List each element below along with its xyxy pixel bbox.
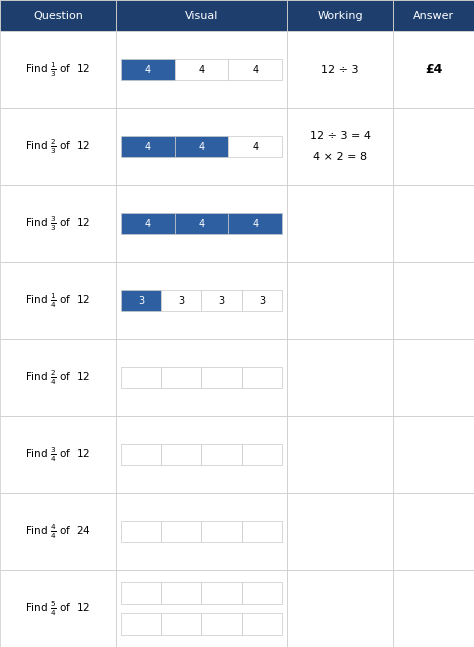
Text: 4: 4 (145, 219, 151, 228)
Text: 12 ÷ 3: 12 ÷ 3 (321, 65, 359, 74)
Bar (174, 136, 228, 157)
Bar (0, 108, 116, 185)
Text: Find $\frac{4}{4}$ of  24: Find $\frac{4}{4}$ of 24 (25, 522, 91, 541)
Text: 4: 4 (199, 65, 204, 74)
Bar (161, 521, 201, 542)
Text: 4: 4 (252, 142, 258, 151)
Text: £4: £4 (425, 63, 442, 76)
Bar (287, 0, 393, 31)
Bar (121, 213, 174, 234)
Bar (287, 339, 393, 416)
Text: Find $\frac{1}{4}$ of  12: Find $\frac{1}{4}$ of 12 (26, 291, 91, 310)
Bar (287, 262, 393, 339)
Bar (174, 213, 228, 234)
Bar (393, 493, 474, 570)
Text: Visual: Visual (185, 10, 218, 21)
Text: Find $\frac{2}{3}$ of  12: Find $\frac{2}{3}$ of 12 (26, 137, 91, 156)
Text: 4: 4 (199, 142, 204, 151)
Bar (116, 570, 287, 647)
Bar (161, 582, 201, 604)
Bar (242, 444, 282, 465)
Bar (201, 613, 242, 635)
Text: Find $\frac{2}{4}$ of  12: Find $\frac{2}{4}$ of 12 (26, 368, 91, 387)
Text: 4: 4 (199, 219, 204, 228)
Text: Working: Working (317, 10, 363, 21)
Text: 4: 4 (252, 219, 258, 228)
Bar (201, 367, 242, 388)
Bar (161, 290, 201, 311)
Bar (121, 582, 161, 604)
Bar (287, 31, 393, 108)
Bar (0, 339, 116, 416)
Text: 4: 4 (145, 142, 151, 151)
Bar (287, 185, 393, 262)
Bar (116, 108, 287, 185)
Text: 3: 3 (259, 296, 265, 305)
Bar (201, 582, 242, 604)
Bar (121, 521, 161, 542)
Bar (393, 262, 474, 339)
Bar (116, 185, 287, 262)
Bar (161, 613, 201, 635)
Bar (121, 444, 161, 465)
Bar (201, 290, 242, 311)
Bar (0, 262, 116, 339)
Bar (287, 416, 393, 493)
Text: 4: 4 (145, 65, 151, 74)
Text: 4 × 2 = 8: 4 × 2 = 8 (313, 152, 367, 162)
Bar (116, 262, 287, 339)
Bar (228, 59, 282, 80)
Bar (0, 0, 116, 31)
Bar (393, 416, 474, 493)
Bar (121, 367, 161, 388)
Bar (393, 570, 474, 647)
Text: 3: 3 (138, 296, 144, 305)
Bar (116, 416, 287, 493)
Bar (228, 136, 282, 157)
Text: 3: 3 (219, 296, 225, 305)
Bar (0, 570, 116, 647)
Bar (287, 493, 393, 570)
Bar (121, 136, 174, 157)
Bar (242, 582, 282, 604)
Bar (201, 521, 242, 542)
Text: Find $\frac{3}{3}$ of  12: Find $\frac{3}{3}$ of 12 (26, 214, 91, 233)
Text: Question: Question (33, 10, 83, 21)
Bar (161, 367, 201, 388)
Text: 12 ÷ 3 = 4: 12 ÷ 3 = 4 (310, 131, 371, 141)
Bar (121, 290, 161, 311)
Bar (116, 493, 287, 570)
Bar (116, 339, 287, 416)
Bar (393, 0, 474, 31)
Bar (228, 213, 282, 234)
Text: Find $\frac{1}{3}$ of  12: Find $\frac{1}{3}$ of 12 (26, 60, 91, 79)
Bar (0, 31, 116, 108)
Bar (0, 416, 116, 493)
Text: Find $\frac{5}{4}$ of  12: Find $\frac{5}{4}$ of 12 (26, 599, 91, 618)
Bar (201, 444, 242, 465)
Bar (393, 31, 474, 108)
Bar (0, 493, 116, 570)
Bar (116, 31, 287, 108)
Text: Answer: Answer (413, 10, 454, 21)
Bar (393, 108, 474, 185)
Bar (116, 0, 287, 31)
Text: 3: 3 (178, 296, 184, 305)
Bar (393, 185, 474, 262)
Text: 4: 4 (252, 65, 258, 74)
Bar (121, 613, 161, 635)
Text: Find $\frac{3}{4}$ of  12: Find $\frac{3}{4}$ of 12 (26, 445, 91, 464)
Bar (242, 367, 282, 388)
Bar (393, 339, 474, 416)
Bar (174, 59, 228, 80)
Bar (242, 613, 282, 635)
Bar (161, 444, 201, 465)
Bar (242, 521, 282, 542)
Bar (287, 108, 393, 185)
Bar (242, 290, 282, 311)
Bar (121, 59, 174, 80)
Bar (287, 570, 393, 647)
Bar (0, 185, 116, 262)
